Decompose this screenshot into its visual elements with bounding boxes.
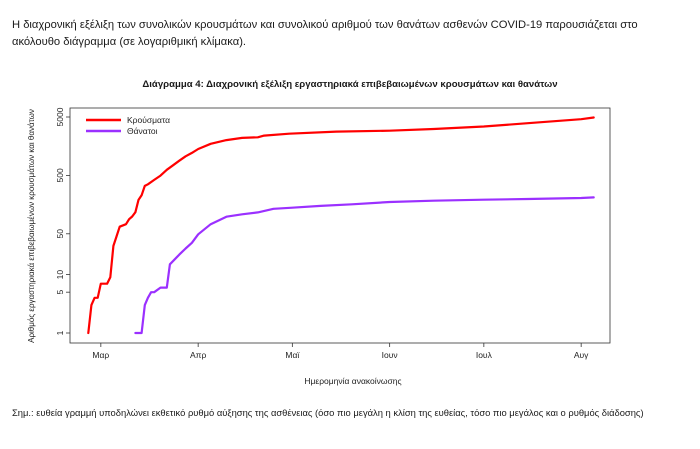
y-axis-label: Αριθμός εργαστηριακά επιβεβαιωμένων κρου… <box>27 109 36 343</box>
y-tick-label: 5 <box>55 290 65 295</box>
series-line-2 <box>134 196 595 335</box>
x-tick-label: Μαϊ <box>285 350 300 360</box>
y-tick-label: 500 <box>55 168 65 182</box>
series-line-1 <box>87 116 595 335</box>
x-tick-label: Μαρ <box>92 350 109 360</box>
x-tick-label: Ιουλ <box>476 350 493 360</box>
chart-title: Διάγραμμα 4: Διαχρονική εξέλιξη εργαστηρ… <box>142 79 558 90</box>
y-tick-label: 10 <box>55 270 65 280</box>
x-tick-label: Αυγ <box>574 350 589 360</box>
intro-paragraph: Η διαχρονική εξέλιξη των συνολικών κρουσ… <box>12 19 638 48</box>
x-tick-label: Απρ <box>190 350 207 360</box>
y-tick-label: 50 <box>55 229 65 239</box>
x-axis-label: Ημερομηνία ανακοίνωσης <box>304 376 401 386</box>
footnote: Σημ.: ευθεία γραμμή υποδηλώνει εκθετικό … <box>12 407 644 418</box>
y-tick-label: 1 <box>55 330 65 335</box>
y-tick-label: 5000 <box>55 107 65 126</box>
plot-border <box>69 107 611 344</box>
legend-label: Κρούσματα <box>127 115 170 125</box>
plot-frame <box>69 107 611 344</box>
x-tick-label: Ιουν <box>382 350 398 360</box>
x-axis: Μαρ Απρ Μαϊ Ιουν Ιουλ Αυγ <box>92 343 589 360</box>
y-axis: 1 5 10 50 500 5000 <box>55 107 70 335</box>
series-layer <box>87 116 595 335</box>
legend-label: Θάνατοι <box>127 126 158 136</box>
